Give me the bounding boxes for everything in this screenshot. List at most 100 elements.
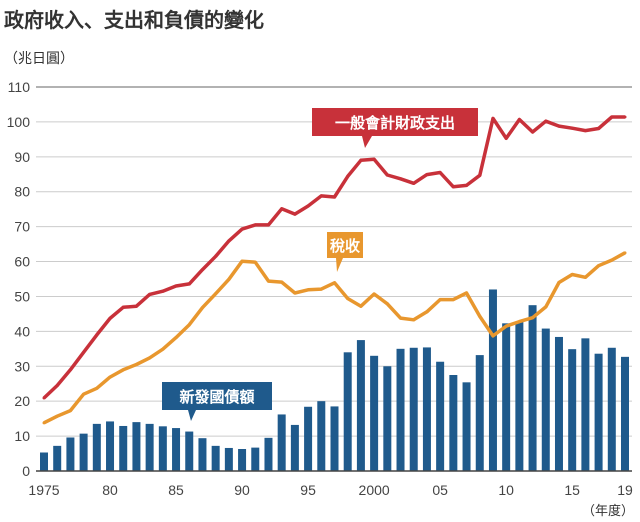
bar-2014 — [554, 336, 563, 471]
y-tick-label: 50 — [14, 288, 30, 304]
point-1-1981 — [121, 368, 125, 372]
bar-2015 — [568, 349, 577, 471]
x-tick-label: 10 — [498, 482, 514, 498]
point-0-2001 — [385, 173, 389, 177]
point-1-2001 — [385, 302, 389, 306]
point-1-2000 — [372, 292, 376, 296]
point-1-1992 — [266, 279, 270, 283]
y-tick-label: 10 — [14, 428, 30, 444]
bar-2017 — [594, 353, 603, 471]
bar-1978 — [79, 433, 88, 471]
label-tax-text: 稅收 — [330, 237, 360, 255]
point-0-1989 — [227, 239, 231, 243]
x-tick-label: 1975 — [28, 482, 59, 498]
point-1-1984 — [161, 347, 165, 351]
point-1-1988 — [214, 292, 218, 296]
point-0-2000 — [372, 157, 376, 161]
label-expenditure-text: 一般會計財政支出 — [335, 114, 455, 132]
bar-2016 — [581, 338, 590, 471]
point-1-1986 — [187, 323, 191, 327]
bar-1988 — [211, 445, 220, 471]
point-0-1990 — [240, 227, 244, 231]
bar-1992 — [264, 437, 273, 471]
label-tax: 稅收 — [327, 232, 363, 272]
point-1-1985 — [174, 336, 178, 340]
x-tick-label: 95 — [300, 482, 316, 498]
point-1-2011 — [517, 320, 521, 324]
point-1-2016 — [583, 275, 587, 279]
point-1-1976 — [55, 414, 59, 418]
point-1-2003 — [412, 318, 416, 322]
y-tick-label: 40 — [14, 323, 30, 339]
bar-2003 — [409, 347, 418, 471]
point-1-1980 — [108, 375, 112, 379]
point-1-1997 — [333, 281, 336, 285]
point-1-2013 — [544, 305, 548, 309]
point-1-1979 — [95, 386, 99, 390]
bar-1985 — [172, 428, 181, 471]
point-0-2016 — [583, 129, 587, 133]
point-0-1995 — [306, 204, 310, 208]
point-0-2017 — [597, 127, 601, 131]
point-0-1996 — [319, 194, 323, 198]
bar-1981 — [119, 425, 128, 471]
point-0-1978 — [82, 350, 86, 354]
point-0-1979 — [95, 333, 99, 337]
bar-2008 — [475, 355, 484, 471]
point-0-2018 — [610, 115, 614, 119]
bar-2013 — [541, 328, 550, 471]
bar-1982 — [132, 422, 141, 471]
point-1-1998 — [346, 297, 350, 301]
bar-2004 — [422, 347, 431, 471]
point-0-1981 — [121, 305, 125, 309]
point-1-2018 — [610, 258, 614, 262]
point-1-2015 — [570, 272, 574, 276]
label-bonds-text: 新發國債額 — [179, 388, 254, 406]
point-0-1992 — [266, 223, 270, 227]
point-1-2005 — [438, 298, 442, 302]
point-0-1987 — [200, 268, 204, 272]
point-1-2009 — [491, 334, 495, 338]
point-0-1976 — [55, 383, 59, 387]
label-bonds: 新發國債額 — [162, 382, 272, 421]
bar-1975 — [40, 452, 48, 471]
bar-1989 — [224, 447, 233, 471]
bar-1990 — [238, 449, 247, 471]
point-1-1978 — [82, 392, 86, 396]
bar-1984 — [158, 426, 167, 471]
bar-2005 — [436, 361, 445, 471]
x-tick-label: 80 — [102, 482, 118, 498]
chart-title: 政府收入、支出和負債的變化 — [4, 8, 264, 32]
point-1-2002 — [399, 316, 403, 320]
y-tick-label: 90 — [14, 149, 30, 165]
bar-2007 — [462, 382, 471, 471]
bar-1994 — [290, 424, 299, 471]
point-1-2006 — [451, 298, 455, 302]
bar-1991 — [251, 447, 260, 471]
point-1-1983 — [148, 356, 152, 360]
y-tick-label: 30 — [14, 358, 30, 374]
point-0-2019 — [623, 115, 627, 119]
point-1-1996 — [319, 287, 323, 291]
point-0-2006 — [451, 185, 455, 189]
point-0-1984 — [161, 289, 165, 293]
bar-1986 — [185, 431, 194, 471]
bar-2000 — [370, 355, 379, 471]
point-1-1987 — [200, 306, 204, 310]
bar-1979 — [92, 423, 101, 471]
bar-2009 — [488, 289, 497, 471]
bar-1987 — [198, 438, 207, 471]
point-0-2014 — [557, 124, 561, 128]
bar-1980 — [106, 421, 115, 471]
bar-2019 — [621, 356, 629, 471]
point-0-2003 — [412, 181, 416, 185]
bar-1977 — [66, 437, 75, 471]
x-tick-label: 90 — [234, 482, 250, 498]
point-0-1988 — [214, 254, 218, 258]
bar-2011 — [515, 321, 524, 471]
point-1-2014 — [557, 280, 561, 284]
point-1-2012 — [531, 316, 535, 320]
point-0-2009 — [491, 116, 495, 120]
point-1-2010 — [504, 324, 508, 328]
bar-1995 — [304, 406, 313, 471]
